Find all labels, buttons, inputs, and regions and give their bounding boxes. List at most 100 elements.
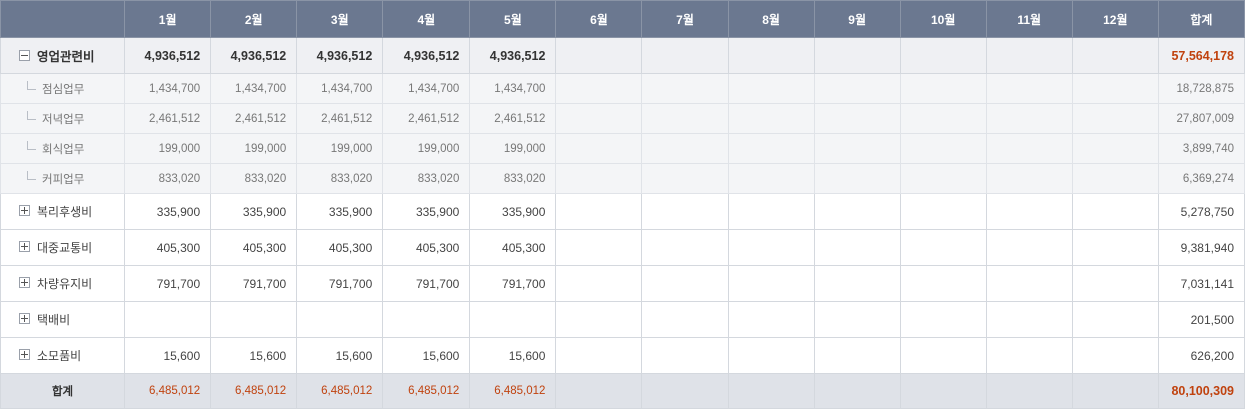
row-label[interactable]: 택배비 xyxy=(0,301,126,338)
month-cell xyxy=(1071,37,1159,74)
footer-month-cell: 6,485,012 xyxy=(210,373,298,409)
month-cell: 1,434,700 xyxy=(469,73,557,104)
sub-row: 점심업무 1,434,700 1,434,700 1,434,700 1,434,700… xyxy=(0,73,1245,104)
expand-icon[interactable] xyxy=(19,349,30,361)
month-cell: 335,900 xyxy=(382,193,471,230)
row-label: 커피업무 xyxy=(0,163,126,194)
month-cell: 1,434,700 xyxy=(124,73,212,104)
month-cell xyxy=(641,229,729,266)
month-cell: 15,600 xyxy=(210,337,298,374)
month-cell xyxy=(555,265,643,302)
month-cell xyxy=(985,229,1073,266)
row-label[interactable]: 대중교통비 xyxy=(0,229,126,266)
row-label[interactable]: 영업관련비 xyxy=(0,37,126,74)
month-cell xyxy=(469,301,557,338)
row-total-cell: 9,381,940 xyxy=(1157,229,1245,266)
month-cell: 791,700 xyxy=(124,265,212,302)
month-cell xyxy=(727,229,815,266)
row-total-cell: 7,031,141 xyxy=(1157,265,1245,302)
month-cell: 15,600 xyxy=(469,337,557,374)
header-month-4: 4월 xyxy=(382,0,471,38)
header-month-3: 3월 xyxy=(296,0,384,38)
expand-icon[interactable] xyxy=(19,313,30,325)
row-total-cell: 5,278,750 xyxy=(1157,193,1245,230)
footer-month-cell: 6,485,012 xyxy=(124,373,212,409)
month-cell xyxy=(985,337,1073,374)
month-cell xyxy=(985,103,1073,134)
month-cell: 199,000 xyxy=(469,133,557,164)
month-cell xyxy=(727,301,815,338)
table-row: 대중교통비 405,300 405,300 405,300 405,300 405,300… xyxy=(0,229,1245,266)
month-cell xyxy=(641,37,729,74)
month-cell xyxy=(1071,133,1159,164)
month-cell: 2,461,512 xyxy=(469,103,557,134)
month-cell: 4,936,512 xyxy=(469,37,557,74)
month-cell: 4,936,512 xyxy=(210,37,298,74)
month-cell xyxy=(727,37,815,74)
row-label-text: 커피업무 xyxy=(42,173,85,186)
month-cell: 1,434,700 xyxy=(296,73,384,104)
month-cell xyxy=(727,133,815,164)
month-cell xyxy=(899,133,987,164)
month-cell: 1,434,700 xyxy=(210,73,298,104)
row-total-cell: 27,807,009 xyxy=(1157,103,1245,134)
expand-icon[interactable] xyxy=(19,205,30,217)
month-cell: 833,020 xyxy=(296,163,384,194)
month-cell xyxy=(1071,265,1159,302)
month-cell xyxy=(555,337,643,374)
header-month-9: 9월 xyxy=(813,0,901,38)
row-label-text: 택배비 xyxy=(37,313,71,327)
month-cell xyxy=(813,37,901,74)
collapse-icon[interactable] xyxy=(19,50,30,62)
header-month-1: 1월 xyxy=(124,0,212,38)
month-cell: 199,000 xyxy=(124,133,212,164)
row-label: 점심업무 xyxy=(0,73,126,104)
month-cell: 199,000 xyxy=(210,133,298,164)
month-cell xyxy=(899,103,987,134)
header-corner xyxy=(0,0,126,38)
month-cell xyxy=(555,133,643,164)
footer-month-cell xyxy=(1071,373,1159,409)
month-cell xyxy=(641,73,729,104)
tree-branch-icon xyxy=(27,140,36,150)
footer-month-cell xyxy=(555,373,643,409)
row-label[interactable]: 소모품비 xyxy=(0,337,126,374)
month-cell xyxy=(641,163,729,194)
header-month-5: 5월 xyxy=(469,0,557,38)
header-month-12: 12월 xyxy=(1071,0,1159,38)
month-cell: 15,600 xyxy=(296,337,384,374)
month-cell: 791,700 xyxy=(469,265,557,302)
month-cell xyxy=(641,193,729,230)
month-cell xyxy=(641,103,729,134)
month-cell xyxy=(555,229,643,266)
month-cell xyxy=(985,37,1073,74)
expand-icon[interactable] xyxy=(19,241,30,253)
month-cell xyxy=(813,193,901,230)
month-cell xyxy=(1071,103,1159,134)
month-cell xyxy=(985,73,1073,104)
table-body: 영업관련비 4,936,512 4,936,512 4,936,512 4,936,51… xyxy=(0,37,1245,409)
table-row: 영업관련비 4,936,512 4,936,512 4,936,512 4,936,51… xyxy=(0,37,1245,74)
month-cell xyxy=(641,133,729,164)
month-cell xyxy=(813,301,901,338)
expand-icon[interactable] xyxy=(19,277,30,289)
month-cell xyxy=(727,337,815,374)
month-cell: 199,000 xyxy=(382,133,471,164)
header-month-8: 8월 xyxy=(727,0,815,38)
row-total-cell: 626,200 xyxy=(1157,337,1245,374)
month-cell xyxy=(727,73,815,104)
header-month-2: 2월 xyxy=(210,0,298,38)
month-cell xyxy=(813,163,901,194)
table-row: 차량유지비 791,700 791,700 791,700 791,700 791,700… xyxy=(0,265,1245,302)
row-label[interactable]: 복리후생비 xyxy=(0,193,126,230)
sub-row: 저녁업무 2,461,512 2,461,512 2,461,512 2,461,512… xyxy=(0,103,1245,134)
month-cell: 833,020 xyxy=(469,163,557,194)
month-cell xyxy=(899,229,987,266)
month-cell: 4,936,512 xyxy=(124,37,212,74)
row-label[interactable]: 차량유지비 xyxy=(0,265,126,302)
month-cell xyxy=(382,301,471,338)
month-cell: 335,900 xyxy=(124,193,212,230)
row-label-text: 대중교통비 xyxy=(37,241,93,255)
month-cell: 2,461,512 xyxy=(124,103,212,134)
row-total-cell: 3,899,740 xyxy=(1157,133,1245,164)
